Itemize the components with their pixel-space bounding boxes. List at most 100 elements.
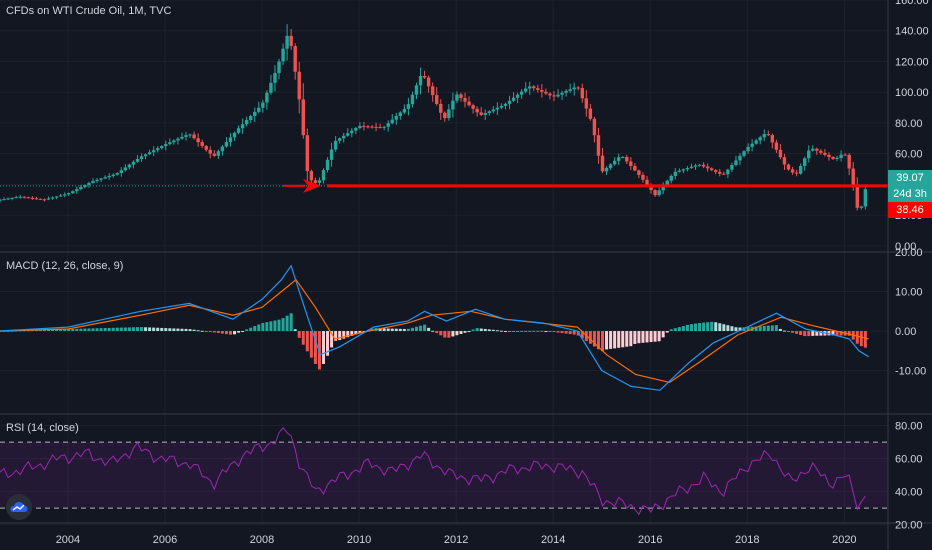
candle: [851, 168, 855, 186]
candle: [265, 92, 269, 103]
macd-histogram-bar: [532, 330, 536, 332]
candle: [685, 168, 690, 170]
candle: [394, 116, 398, 120]
candle: [479, 112, 483, 115]
macd-histogram-bar: [91, 328, 95, 332]
candle: [855, 185, 859, 208]
macd-histogram-bar: [87, 328, 91, 332]
macd-histogram-bar: [47, 329, 51, 332]
candle: [244, 120, 249, 125]
price-tick-label: 80.00: [895, 421, 923, 433]
candle: [629, 161, 633, 166]
macd-histogram-bar: [415, 326, 419, 332]
macd-histogram-bar: [212, 331, 216, 333]
candle: [443, 112, 447, 119]
candle: [208, 149, 212, 154]
price-tick-label: 80.00: [895, 118, 923, 130]
macd-histogram-bar: [766, 325, 770, 332]
macd-histogram: [0, 313, 867, 370]
annotation[interactable]: [0, 178, 888, 193]
candle: [232, 132, 237, 138]
candle: [774, 142, 779, 150]
macd-histogram-bar: [653, 331, 657, 342]
macd-histogram-bar: [778, 328, 782, 332]
macd-histogram-bar: [673, 328, 677, 332]
candle: [414, 85, 419, 95]
candle: [515, 94, 520, 98]
macd-line: [0, 264, 869, 391]
macd-label: MACD (12, 26, close, 9): [6, 260, 124, 272]
macd-histogram-bar: [378, 328, 382, 332]
candle: [827, 154, 831, 157]
candle: [483, 113, 487, 115]
candle: [325, 159, 330, 171]
candle: [143, 154, 148, 157]
macd-histogram-bar: [710, 321, 714, 332]
candle: [665, 180, 669, 186]
candle: [103, 177, 107, 179]
macd-histogram-bar: [285, 315, 289, 332]
candle: [115, 173, 119, 175]
macd-histogram-bar: [51, 329, 55, 332]
macd-histogram-bar: [572, 331, 576, 335]
candle: [390, 119, 394, 124]
macd-histogram-bar: [560, 331, 564, 334]
tradingview-cloud-icon[interactable]: [6, 494, 32, 520]
macd-histogram-bar: [156, 327, 160, 332]
candle: [269, 82, 273, 93]
time-tick-label: 2008: [250, 534, 274, 546]
macd-histogram-bar: [330, 331, 334, 348]
macd-histogram-bar: [512, 330, 516, 332]
macd-histogram-bar: [552, 331, 556, 333]
candle: [600, 155, 605, 172]
macd-histogram-bar: [455, 331, 459, 336]
macd-histogram-bar: [204, 331, 208, 333]
macd-histogram-bar: [38, 329, 42, 332]
macd-histogram-bar: [220, 331, 224, 334]
macd-histogram-bar: [803, 331, 807, 337]
candle: [839, 154, 843, 158]
candle: [22, 196, 26, 198]
candle: [42, 199, 47, 201]
candle: [91, 181, 95, 183]
macd-histogram-bar: [200, 330, 204, 332]
macd-histogram-bar: [176, 328, 180, 332]
macd-histogram-bar: [269, 321, 273, 332]
candle: [346, 133, 350, 136]
low-price-tag: 38.46: [888, 202, 932, 218]
last-price-tag: 39.07: [888, 170, 932, 186]
macd-histogram-bar: [152, 327, 156, 332]
candle: [653, 190, 657, 196]
candle: [374, 126, 378, 128]
macd-histogram-bar: [338, 331, 342, 341]
candle: [677, 170, 682, 172]
macd-histogram-bar: [398, 328, 402, 332]
candle: [750, 143, 754, 147]
candle: [798, 165, 803, 174]
macd-histogram-bar: [350, 331, 354, 336]
cloud-glyph: [10, 502, 28, 512]
candle: [180, 136, 184, 139]
macd-histogram-bar: [261, 322, 265, 332]
candle: [459, 94, 463, 99]
candle: [26, 197, 31, 199]
candle: [548, 93, 552, 96]
macd-histogram-bar: [540, 330, 544, 332]
candle: [568, 89, 572, 92]
candle: [147, 152, 152, 155]
candle: [560, 92, 564, 95]
macd-histogram-bar: [144, 327, 148, 332]
macd-histogram-bar: [536, 330, 540, 332]
macd-histogram-bar: [184, 328, 188, 332]
macd-histogram-bar: [645, 331, 649, 343]
macd-histogram-bar: [439, 331, 443, 336]
arrow-head[interactable]: [302, 178, 321, 193]
candle: [309, 171, 314, 181]
candles: [0, 24, 868, 211]
macd-histogram-bar: [811, 331, 815, 336]
candle: [726, 169, 730, 175]
candle: [67, 193, 71, 195]
candle: [673, 171, 678, 176]
macd-histogram-bar: [762, 325, 766, 332]
